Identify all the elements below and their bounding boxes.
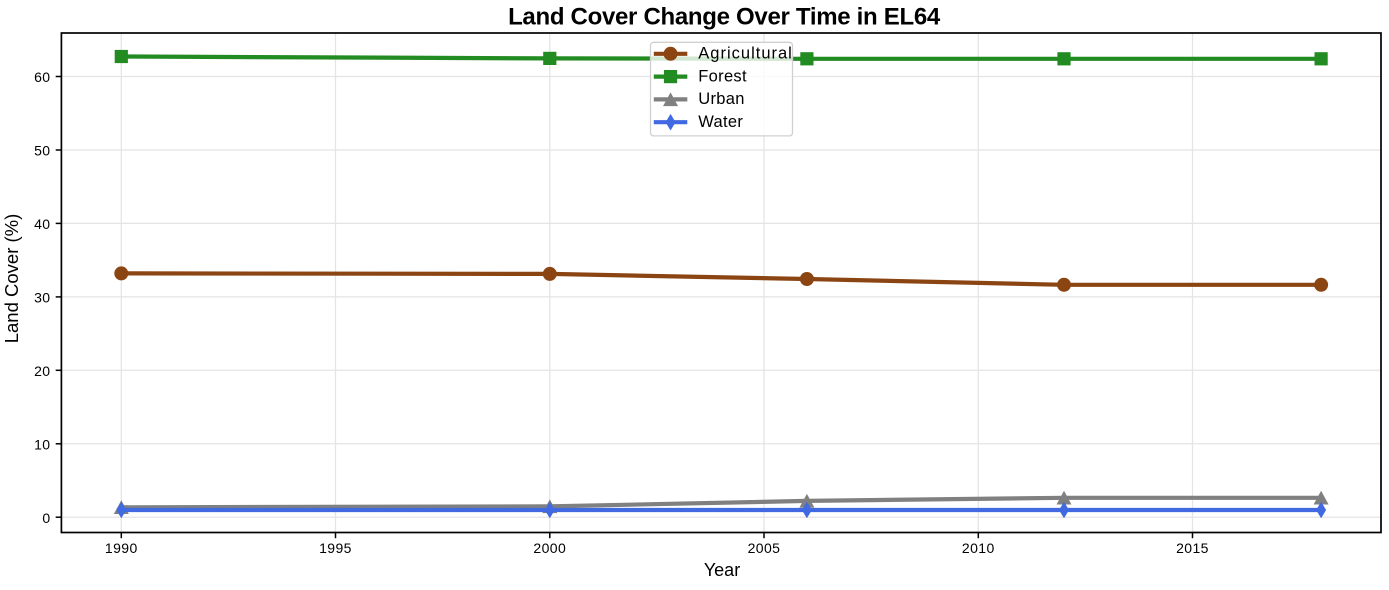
svg-text:Urban: Urban xyxy=(698,90,744,108)
svg-text:Water: Water xyxy=(698,113,743,131)
svg-text:Land Cover (%): Land Cover (%) xyxy=(1,214,22,344)
svg-text:Land Cover Change Over Time in: Land Cover Change Over Time in EL64 xyxy=(508,4,941,31)
svg-text:2005: 2005 xyxy=(748,540,781,556)
svg-text:2015: 2015 xyxy=(1176,540,1209,556)
svg-text:2000: 2000 xyxy=(533,540,566,556)
svg-text:Year: Year xyxy=(704,560,740,580)
svg-text:2010: 2010 xyxy=(962,540,995,556)
svg-text:1990: 1990 xyxy=(105,540,138,556)
svg-text:50: 50 xyxy=(34,143,50,159)
svg-text:1995: 1995 xyxy=(319,540,352,556)
svg-text:60: 60 xyxy=(34,69,50,85)
svg-text:40: 40 xyxy=(34,216,50,232)
svg-text:20: 20 xyxy=(34,363,50,379)
svg-text:10: 10 xyxy=(34,436,50,452)
svg-text:Forest: Forest xyxy=(698,67,747,85)
svg-text:0: 0 xyxy=(42,510,50,526)
svg-text:30: 30 xyxy=(34,290,50,306)
svg-text:Agricultural: Agricultural xyxy=(698,45,793,63)
